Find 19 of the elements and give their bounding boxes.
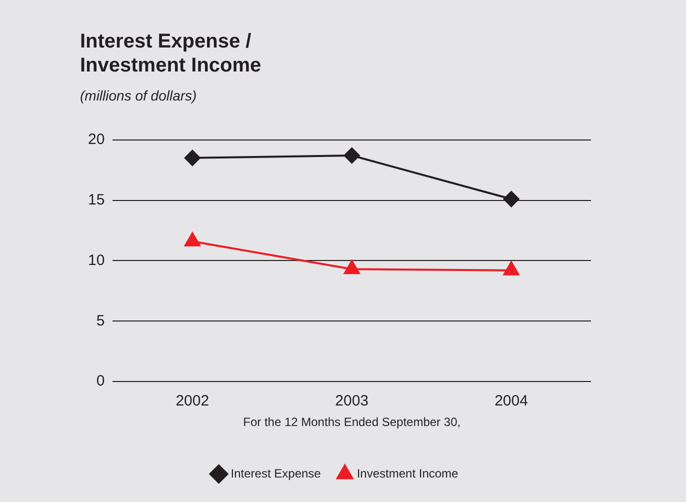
legend-label: Interest Expense (230, 466, 322, 480)
chart-subtitle: (millions of dollars) (80, 87, 197, 104)
y-tick-label: 20 (88, 130, 105, 148)
y-tick-label: 10 (88, 252, 105, 269)
x-tick-label: 2003 (335, 392, 369, 410)
legend-label: Investment Income (356, 466, 459, 480)
x-tick-label: 2004 (494, 392, 528, 410)
x-tick-label: 2002 (176, 392, 210, 410)
point (344, 148, 360, 164)
point (503, 191, 520, 208)
point (184, 150, 200, 166)
point (344, 260, 360, 274)
y-tick-label: 5 (96, 312, 105, 330)
y-tick-label: 15 (88, 191, 105, 208)
point (184, 232, 200, 246)
x-axis-title: For the 12 Months Ended September 30, (243, 415, 461, 430)
y-tick-label: 0 (96, 372, 105, 390)
chart-title: Interest Expense / Investment Income (80, 30, 262, 77)
point (503, 261, 520, 276)
